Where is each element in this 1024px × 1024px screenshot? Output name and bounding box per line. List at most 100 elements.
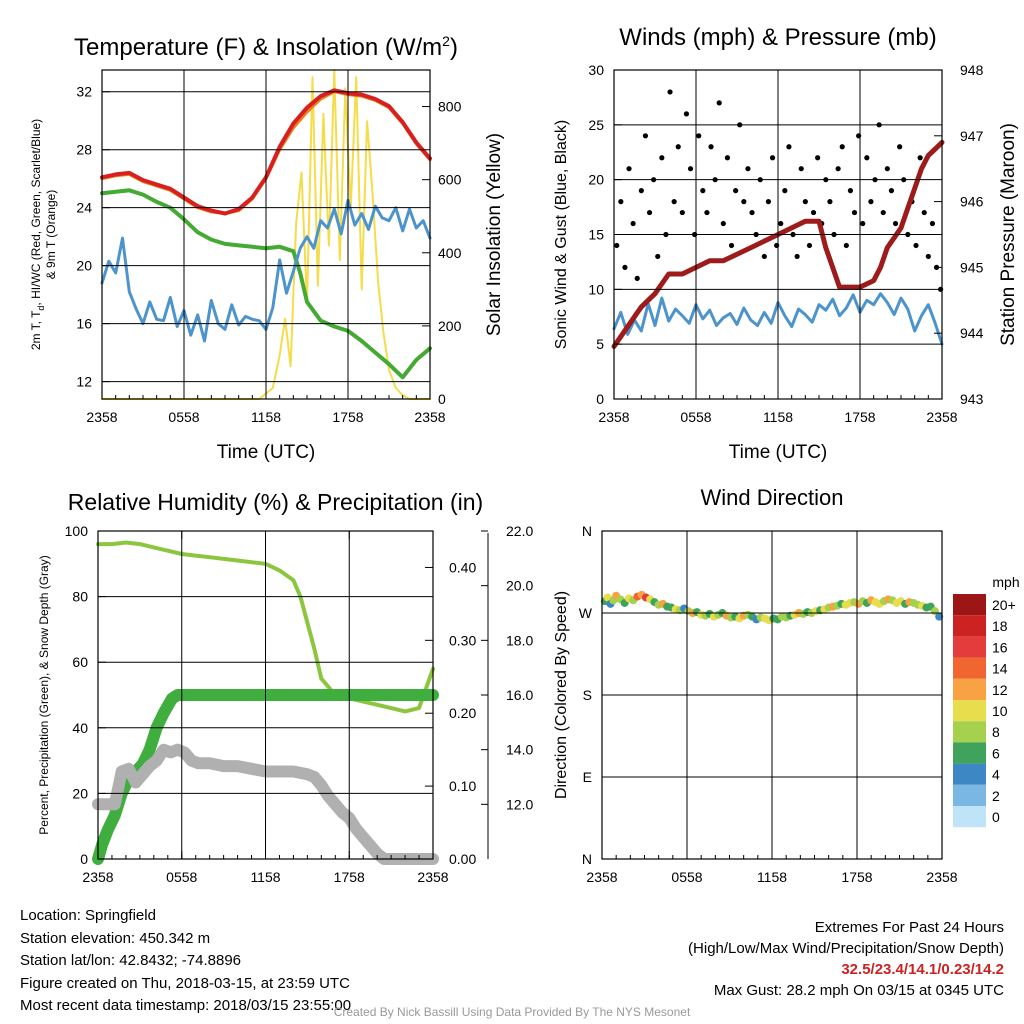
y-tick-label: S <box>583 687 592 703</box>
y-tick-label: 20 <box>72 785 88 801</box>
gust-point <box>815 155 821 161</box>
temperature-title: Temperature (F) & Insolation (W/m2) <box>74 33 458 61</box>
gust-point <box>810 209 817 216</box>
wind-direction-axes: 2358 0558 1158 1758 2358 N E S W N <box>579 523 958 885</box>
max-gust-text: Max Gust: 28.2 mph On 03/15 at 0345 UTC <box>713 982 1004 999</box>
gust-point <box>671 199 677 205</box>
wind-direction-ylabel: Direction (Colored By Speed) <box>553 591 570 799</box>
x-tick-label: 2358 <box>926 409 957 425</box>
gust-point <box>860 220 866 227</box>
x-tick-label: 2358 <box>926 869 957 885</box>
gust-point <box>720 220 726 227</box>
gust-point <box>778 220 784 227</box>
y-tick-label: 24 <box>76 200 92 216</box>
station-info: Location: Springfield Station elevation:… <box>20 905 351 1018</box>
y-tick-label: 40 <box>72 720 88 736</box>
gust-point <box>913 242 919 249</box>
colorbar-swatch <box>953 700 986 722</box>
title-superscript: 2 <box>442 33 450 49</box>
colorbar-level-label: 12 <box>992 682 1008 698</box>
gust-point <box>761 253 767 260</box>
gust-point <box>765 199 772 205</box>
colorbar-level-label: 18 <box>992 618 1008 634</box>
gust-point <box>897 144 903 150</box>
gust-point <box>655 253 661 260</box>
gust-point <box>638 188 644 194</box>
credit-text: Created By Nick Bassill Using Data Provi… <box>333 1005 691 1019</box>
gust-point <box>802 199 808 205</box>
gust-point <box>630 220 636 227</box>
y-tick-label: 80 <box>72 589 88 605</box>
relative-humidity-line <box>96 540 435 714</box>
elevation-text: Station elevation: 450.342 m <box>20 929 211 947</box>
y-right-tick-label: 0.40 <box>449 559 476 575</box>
ylabel-part: , HI/WC (Red, Green, Scarlet/Blue) <box>29 119 43 306</box>
title-main: Temperature (F) & Insolation (W/m <box>74 34 442 61</box>
location-text: Location: Springfield <box>20 907 156 924</box>
x-tick-label: 0558 <box>671 869 702 885</box>
created-text: Figure created on Thu, 2018-03-15, at 23… <box>20 974 350 992</box>
y-tick-label: 32 <box>76 84 92 100</box>
gust-point <box>839 144 845 150</box>
y-right-tick-label: 946 <box>960 194 984 210</box>
gust-point <box>888 188 895 194</box>
gust-point <box>646 209 653 216</box>
gust-point <box>786 144 792 150</box>
wind-direction-title: Wind Direction <box>700 485 843 510</box>
gust-point <box>929 220 936 227</box>
humidity-title: Relative Humidity (%) & Precipitation (i… <box>68 489 483 515</box>
temperature-ylabel-right: Solar Insolation (Yellow) <box>484 133 505 336</box>
temperature-xlabel: Time (UTC) <box>217 442 316 463</box>
colorbar-level-label: 6 <box>992 745 1000 761</box>
gust-point <box>704 209 710 216</box>
temperature-ylabel-left: 2m T, Td, HI/WC (Red, Green, Scarlet/Blu… <box>29 119 46 350</box>
x-tick-label: 0558 <box>166 869 197 885</box>
gust-point <box>745 166 751 172</box>
gust-point <box>614 242 620 249</box>
y-right-tick-label: 944 <box>960 325 984 341</box>
x-tick-label: 1158 <box>251 409 281 425</box>
colorbar-swatch <box>953 678 986 700</box>
y-tick-label: N <box>582 523 592 539</box>
y-right-tick-label: 0.30 <box>449 632 476 648</box>
gust-point <box>798 166 804 172</box>
gust-point <box>667 89 673 95</box>
y-tick-label: N <box>582 851 592 867</box>
y-right-tick-label: 947 <box>960 128 984 144</box>
y-tick-label: 28 <box>76 142 92 158</box>
x-tick-label: 1758 <box>841 869 872 885</box>
y-tick-label: 0 <box>80 851 88 867</box>
gust-point <box>917 155 923 161</box>
x-tick-label: 0558 <box>168 409 199 425</box>
y-right-tick-label: 0.20 <box>449 705 476 721</box>
extremes-panel: Extremes For Past 24 Hours (High/Low/Max… <box>688 917 1004 1001</box>
colorbar-level-label: 20+ <box>992 597 1016 613</box>
y-right-tick-label: 800 <box>438 99 462 115</box>
y-tick-label: 60 <box>72 654 88 670</box>
gust-point <box>868 199 874 205</box>
winds-ylabel-right: Station Pressure (Maroon) <box>998 123 1019 346</box>
colorbar-level-label: 0 <box>992 809 1000 825</box>
temperature-chart: Temperature (F) & Insolation (W/m2) Time … <box>29 33 505 463</box>
x-tick-label: 2358 <box>86 409 117 425</box>
colorbar-swatch <box>953 763 986 785</box>
y-tick-label: 100 <box>65 523 89 539</box>
y-tick-label: 20 <box>76 258 92 274</box>
ylabel-subscript: d <box>36 306 46 311</box>
y-right-tick-label: 0 <box>438 391 446 407</box>
gust-point <box>716 100 722 106</box>
x-tick-label: 2358 <box>417 869 448 885</box>
y-right-tick-label: 600 <box>438 172 462 188</box>
colorbar-swatch <box>953 594 986 616</box>
y-tick-label: 10 <box>588 281 604 297</box>
temperature-ylabel-left-line2: & 9m T (Orange) <box>44 190 58 280</box>
gust-point <box>782 188 788 194</box>
snow-tick-label: 20.0 <box>506 578 533 594</box>
x-tick-label: 1758 <box>334 869 365 885</box>
colorbar-swatch <box>953 721 986 743</box>
x-tick-label: 0558 <box>680 409 711 425</box>
gust-point <box>724 155 731 161</box>
gust-point <box>618 199 624 205</box>
gust-point <box>864 155 870 161</box>
